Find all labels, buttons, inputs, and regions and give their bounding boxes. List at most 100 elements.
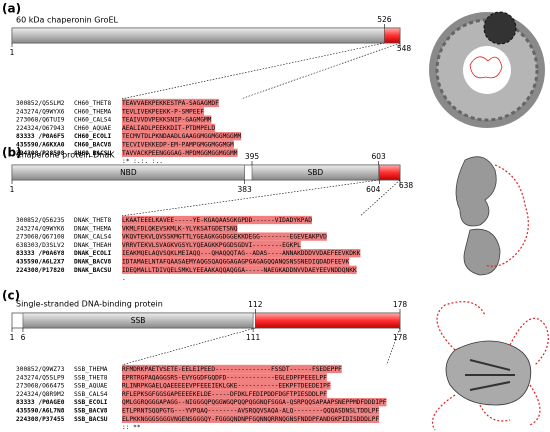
position-label: 1 [10, 333, 15, 342]
row-id: 224324/Q8R9M2 [16, 391, 65, 398]
seq-highlight [122, 98, 219, 108]
row-id: 243274/Q9WYK6 [16, 225, 65, 232]
row-name: CH60_CALS4 [74, 117, 112, 124]
position-label: 383 [238, 185, 253, 194]
row-id: 435590/A6KXA0 [16, 142, 65, 149]
ribbon [445, 340, 532, 406]
fan-line [121, 179, 379, 217]
row-name: CH60_THEMA [74, 108, 112, 115]
row-id: 638303/D3SLV2 [16, 242, 65, 249]
strands [465, 359, 515, 391]
row-name: CH60_BACSU [74, 150, 112, 157]
row-id: 224308/P17820 [16, 267, 65, 274]
bar-segment [11, 27, 385, 44]
sequence: IDEQMALLTDIVQELSMKLYEEAAKAQQAQGGA-----NA… [122, 267, 357, 274]
row-id: 273068/Q6TUI9 [16, 117, 65, 124]
position-label: 1 [10, 185, 15, 194]
sequence: AEALIADLPEEKKDIT-PTDMPELD [122, 125, 215, 132]
sequence: TECMVTDLPKNDAADLGAAGGMGGMGGMGGMM [122, 133, 241, 140]
position-label: 603 [372, 152, 387, 161]
panel-label: (c) [2, 289, 20, 303]
row-id: 300852/Q9WZ73 [16, 366, 65, 373]
position-label: 178 [393, 333, 408, 342]
seq-highlight [122, 364, 342, 374]
seq-highlight [122, 148, 238, 157]
dnak-structure [455, 156, 529, 276]
row-id: 300852/Q5SLM2 [16, 100, 65, 107]
row-name: SSB_AQUAE [74, 383, 108, 390]
sequence: LKAATEEELKAVEE-----YE-KGAQAASGKGPDD-----… [122, 217, 312, 224]
sequence: TAVVACKPEENGGGAG-MPDMGGMGGMGGMM [122, 150, 238, 157]
seq-highlight [122, 240, 301, 250]
row-id: 243274/Q5SLP9 [16, 374, 65, 381]
sequence: ELPKKNGGGSGGGVNGENSGGGQY-FGGGQNDNPFGQNNQ… [122, 416, 379, 423]
row-name: SSB_BACV8 [74, 408, 108, 415]
sequence: RFMDRKPAETVSETE-EELEIPEED---------------… [122, 366, 342, 373]
sequence: VKQVTEKVLQVSSKMGTTLYGEAGKGGDGGEKKDEGG---… [122, 234, 327, 241]
panel-title: Single-stranded DNA-binding protein [16, 300, 163, 309]
row-id: 83333 /P0A6Y8 [16, 250, 65, 257]
row-id: 224308/P28598 [16, 150, 65, 157]
row-name: CH60_THET8 [74, 100, 112, 107]
panel-title: Chaperone protein DnaK [16, 151, 115, 160]
row-id: 435590/A6L2X7 [16, 259, 65, 266]
sequence: TEVLIVEKPEEKK-P-SMPEEF [122, 108, 204, 115]
row-name: CH60_AQUAE [74, 125, 112, 132]
tail [469, 56, 503, 79]
tail [484, 164, 529, 267]
panel: (a)60 kDa chaperonin GroEL 1 526 548 300852/… [2, 2, 411, 166]
groel-structure [429, 11, 545, 128]
row-id: 273068/O66475 [16, 383, 65, 390]
panel: (c)Single-stranded DNA-binding protein SS… [2, 289, 407, 432]
row-id: 224308/P37455 [16, 416, 65, 423]
subunit-dark [483, 11, 517, 45]
row-name: DNAK_ECOLI [74, 250, 112, 257]
ssb-structure [431, 301, 549, 431]
sequence: VKMLFDLQKEVSKMLK-YLYKSATGDETSNQ [122, 225, 238, 232]
row-name: DNAK_THEMA [74, 225, 112, 232]
domain-label: NBD [120, 168, 137, 177]
ring-hole [463, 46, 511, 94]
seq-highlight [122, 107, 204, 116]
seq-highlight [122, 381, 331, 390]
bar-tail [378, 164, 401, 181]
row-id: 243274/Q9WYX6 [16, 108, 65, 115]
seq-highlight [122, 232, 327, 241]
conservation: :* :.:. :.. [122, 158, 163, 165]
sequence: RLINRPKGAELQAEEEEEVPFEEEIEKLGKE---------… [122, 383, 331, 390]
seq-highlight [122, 257, 350, 266]
fan-line [121, 327, 256, 366]
row-name: CH60_BACV8 [74, 142, 112, 149]
row-name: SSB_CALS4 [74, 391, 108, 398]
conservation: . [122, 275, 126, 282]
row-name: SSB_BACSU [74, 416, 108, 423]
row-name: SSB_ECOLI [74, 399, 108, 406]
position-label: 638 [399, 181, 414, 190]
seq-highlight [122, 115, 212, 124]
sequence: TEAVVAEKPEKKESTPA-SAGAGMDF [122, 100, 219, 107]
panel: (b)Chaperone protein DnaK NBD SBD 1 383 395 60… [2, 146, 413, 283]
row-name: DNAK_THET8 [74, 217, 112, 224]
position-label: 178 [393, 300, 408, 309]
seq-highlight [122, 140, 234, 149]
fan-line [121, 42, 385, 100]
domain-label: SBD [307, 168, 323, 177]
row-name: SSB_THEMA [74, 366, 108, 373]
seq-highlight [122, 215, 312, 225]
sequence: QMLGGRQGGGAPAGG--NIGGGQPQGGWGQPQQPQGGNQF… [122, 399, 387, 406]
seq-highlight [122, 265, 357, 274]
seq-highlight [122, 123, 216, 133]
position-label: 6 [21, 333, 26, 342]
row-id: 83333 /P0AGE0 [16, 399, 65, 406]
position-label: 395 [245, 152, 260, 161]
conservation: :: ** [122, 424, 141, 431]
row-name: SSB_THET8 [74, 374, 108, 381]
bar-segment [22, 312, 254, 329]
bar-segment [11, 164, 245, 181]
position-label: 548 [397, 44, 412, 53]
panel-label: (b) [2, 146, 22, 160]
sequence: TECVIVEKKEDP-EM-PAMPGMGGMGGMGM [122, 142, 234, 149]
seq-highlight [122, 132, 242, 141]
row-id: 83333 /P0A6F5 [16, 133, 65, 140]
domain-label: SSB [131, 316, 146, 325]
